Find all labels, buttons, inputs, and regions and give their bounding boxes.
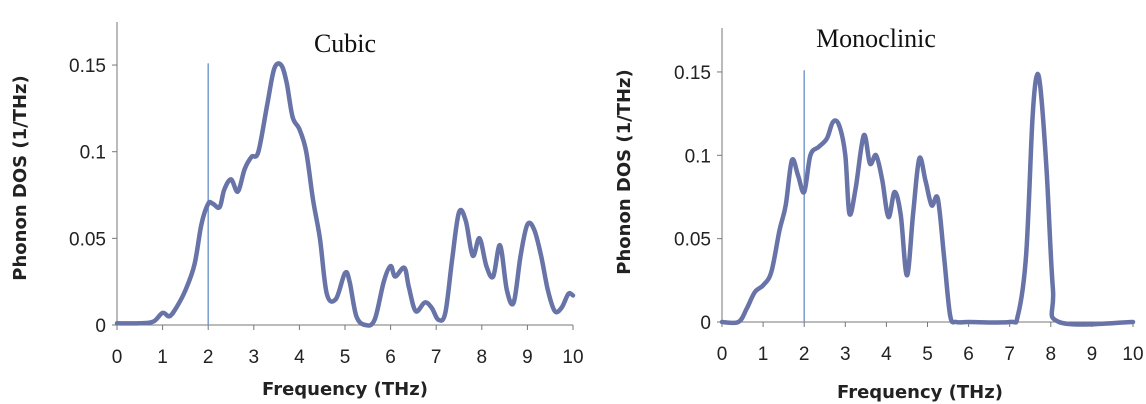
x-tick-label: 7 [1004, 344, 1015, 365]
y-tick-label: 0.15 [69, 56, 106, 77]
y-tick-label: 0 [700, 313, 711, 334]
axes [721, 28, 1133, 323]
x-axis-label: Frequency (THz) [262, 379, 428, 400]
x-tick-label: 7 [431, 347, 442, 368]
x-axis-label: Frequency (THz) [837, 382, 1003, 403]
x-tick-label: 2 [799, 344, 810, 365]
chart-monoclinic: Monoclinic 0 0.05 0.1 0.15 0 1 2 3 4 5 6 7 8 9 10 Pho… [614, 24, 1144, 403]
y-tick-label: 0 [95, 316, 106, 337]
y-axis-label: Phonon DOS (1/THz) [614, 69, 635, 274]
x-tick-label: 4 [294, 347, 305, 368]
x-tick-label: 1 [157, 347, 168, 368]
x-tick-label: 6 [963, 344, 974, 365]
y-tick-label: 0.1 [685, 146, 711, 167]
x-tick-label: 4 [881, 344, 892, 365]
x-tick-label: 10 [562, 347, 583, 368]
y-tick-label: 0.05 [674, 230, 711, 251]
x-tick-label: 5 [340, 347, 351, 368]
chart-title: Monoclinic [816, 24, 936, 53]
x-tick-label: 8 [1046, 344, 1057, 365]
x-tick-label: 1 [758, 344, 769, 365]
x-tick-label: 9 [1087, 344, 1098, 365]
y-tick-labels: 0 0.05 0.1 0.15 [674, 63, 722, 334]
y-tick-labels: 0 0.05 0.1 0.15 [69, 56, 117, 337]
x-tick-label: 9 [522, 347, 533, 368]
x-tick-label: 10 [1122, 344, 1143, 365]
x-tick-label: 0 [717, 344, 728, 365]
chart-title: Cubic [314, 29, 376, 58]
y-tick-label: 0.05 [69, 229, 106, 250]
x-tick-label: 6 [385, 347, 396, 368]
y-tick-label: 0.15 [674, 63, 711, 84]
y-axis-label: Phonon DOS (1/THz) [10, 75, 31, 280]
x-tick-labels: 0 1 2 3 4 5 6 7 8 9 10 [717, 322, 1144, 365]
x-tick-label: 8 [477, 347, 488, 368]
x-tick-labels: 0 1 2 3 4 5 6 7 8 9 10 [112, 325, 584, 368]
chart-cubic: Cubic 0 0.05 0.1 0.15 0 1 2 3 4 5 6 7 8 9 10 Phonon D… [10, 22, 584, 400]
x-tick-label: 3 [840, 344, 851, 365]
dos-series-line [114, 61, 576, 328]
y-tick-label: 0.1 [80, 143, 106, 164]
x-tick-label: 2 [203, 347, 214, 368]
x-tick-label: 0 [112, 347, 123, 368]
x-tick-label: 3 [249, 347, 260, 368]
x-tick-label: 5 [922, 344, 933, 365]
dos-series-line [719, 71, 1136, 327]
